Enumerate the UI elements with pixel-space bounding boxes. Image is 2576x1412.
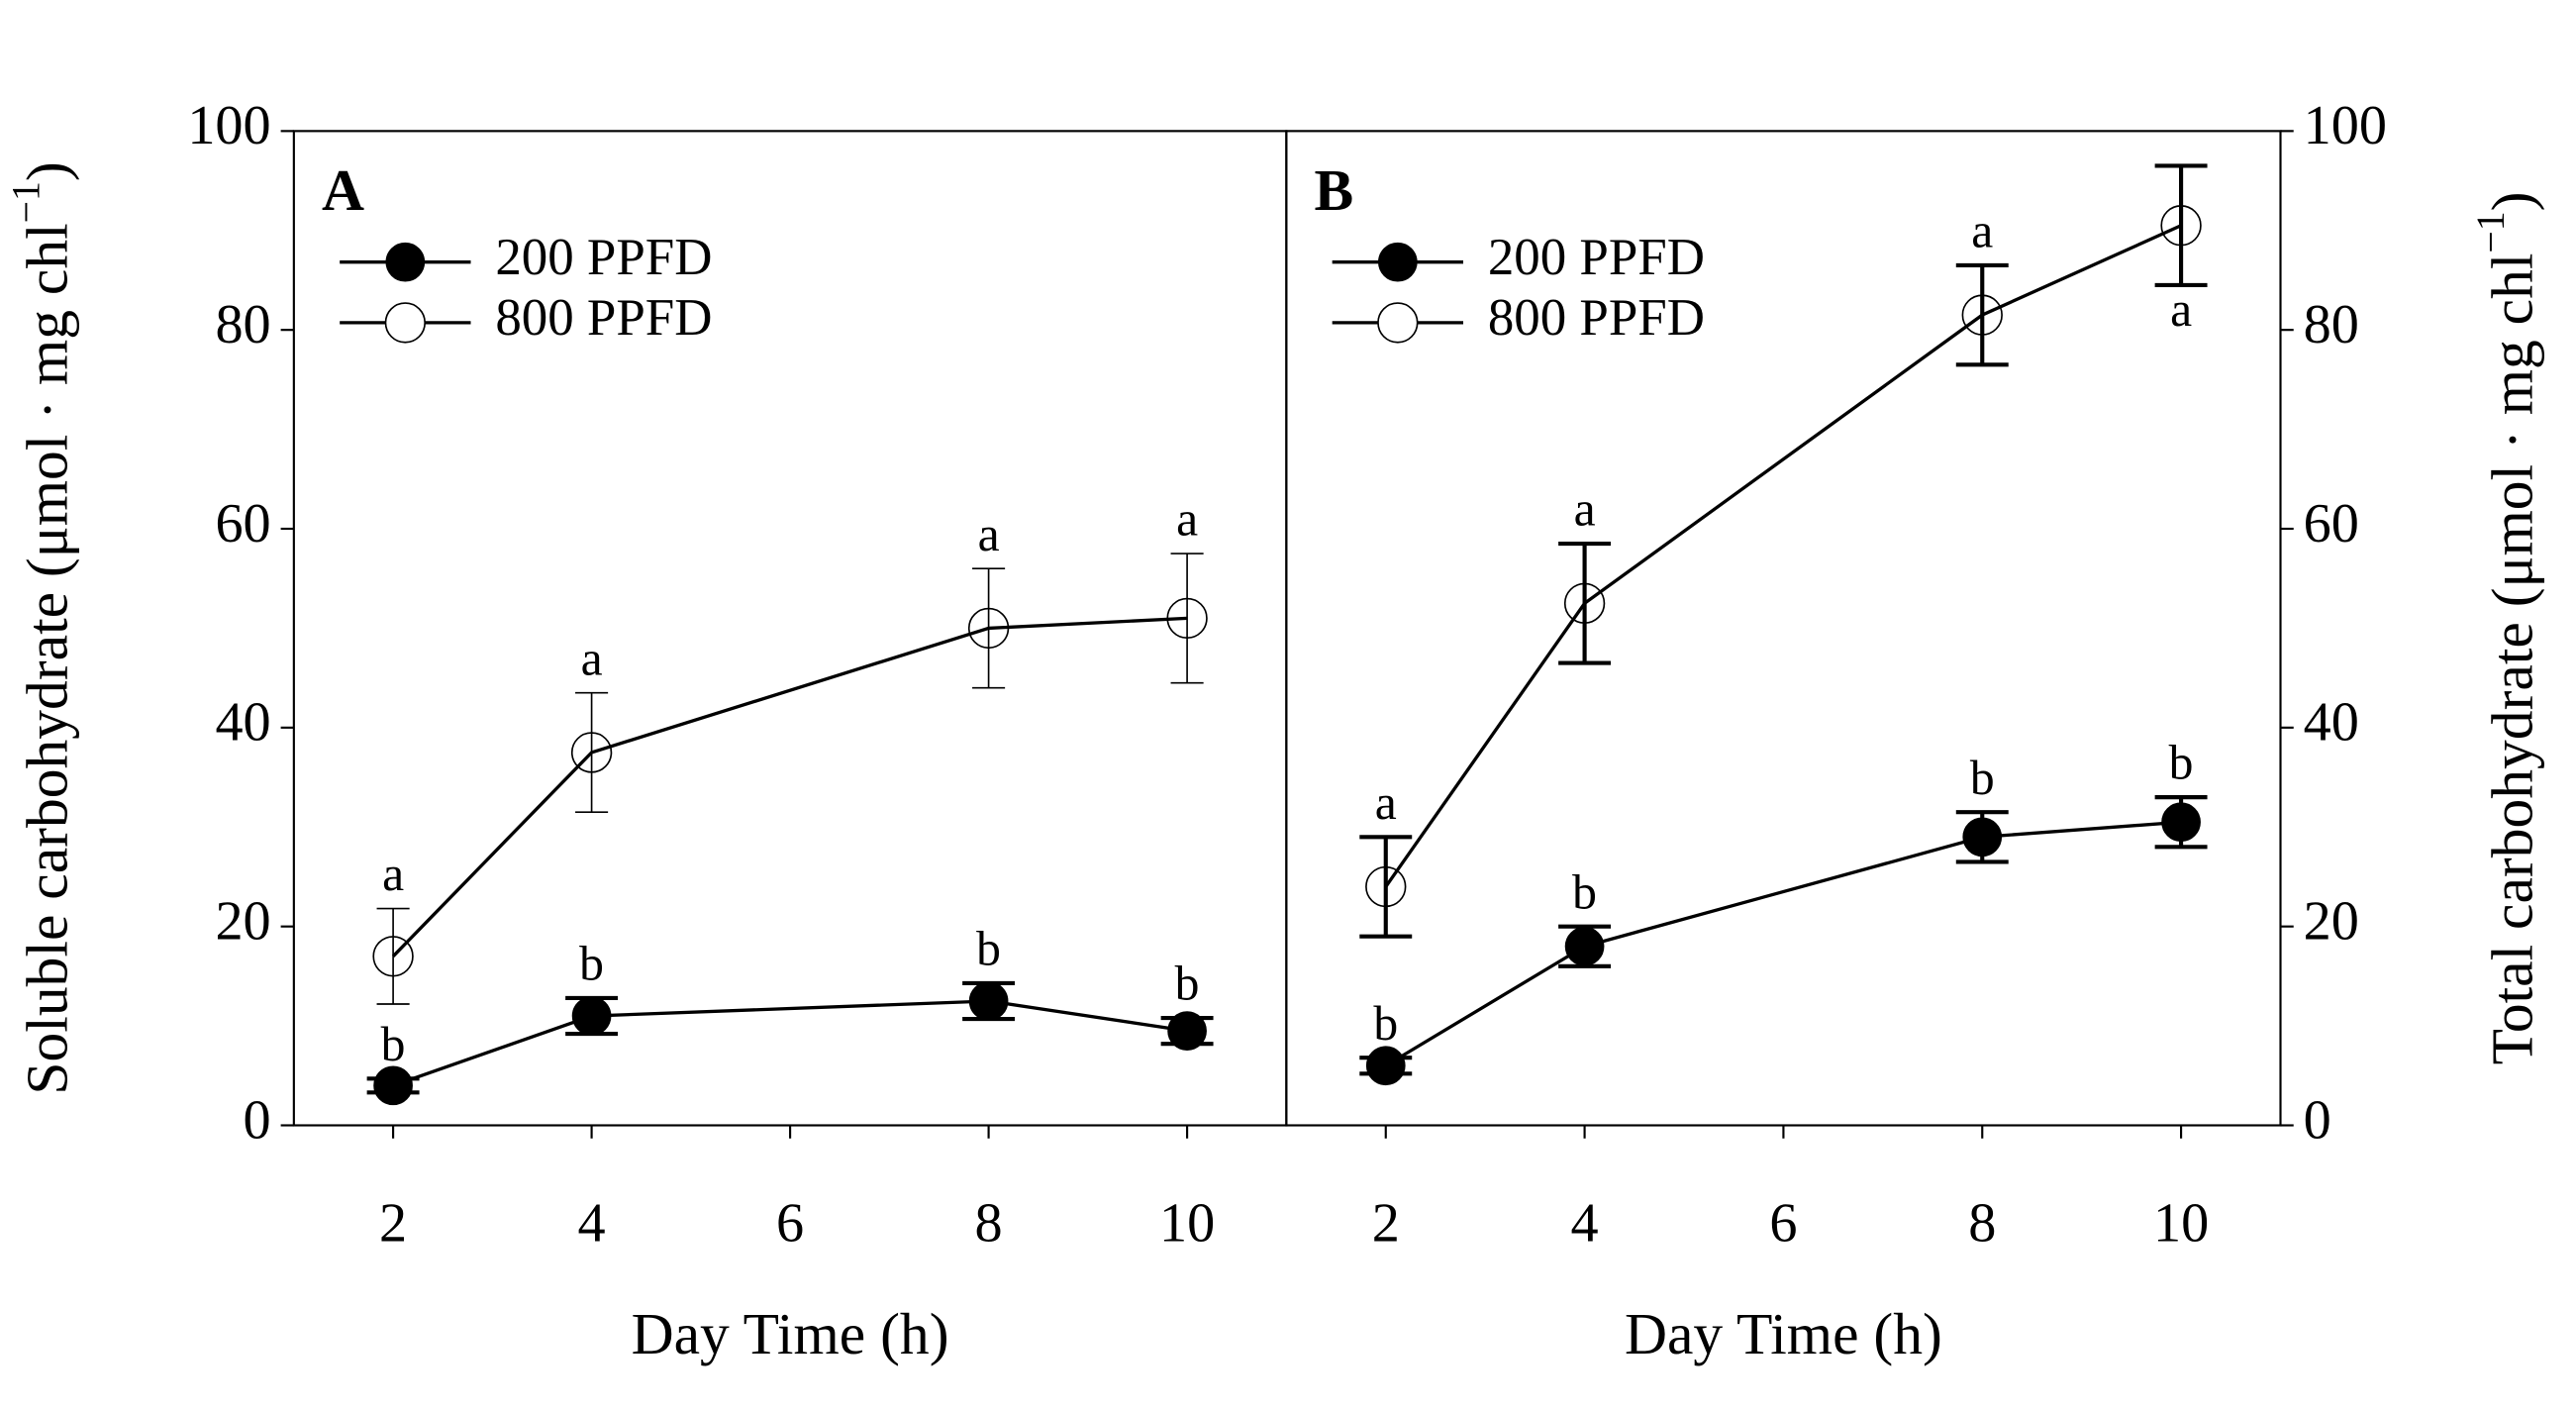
legend-marker [384, 302, 427, 344]
significance-letter: b [579, 937, 604, 991]
y-axis-title-main: Soluble carbohydrate (μmol · mg chl [14, 223, 79, 1094]
data-point [1167, 1011, 1207, 1051]
y-tick-label: 20 [2304, 891, 2359, 953]
data-point [372, 936, 414, 977]
data-point [2161, 802, 2201, 843]
error-bar [1359, 835, 1413, 939]
y-tick-label: 20 [215, 891, 270, 953]
error-bar [376, 907, 410, 1005]
significance-letter: a [1176, 492, 1198, 547]
data-point [1166, 597, 1208, 640]
y-tick-label: 60 [215, 493, 270, 555]
y-tick-label: 80 [215, 294, 270, 355]
data-point [1564, 926, 1605, 966]
series-line [1384, 224, 2182, 888]
panel-label: B [1314, 157, 1353, 223]
error-bar-line [376, 907, 410, 1005]
significance-letter: a [1971, 204, 1993, 258]
error-bar-line [1170, 553, 1204, 684]
significance-letter: a [581, 631, 603, 685]
legend-marker [1377, 242, 1418, 282]
y-axis-title-main: Total carbohydrate (μmol · mg chl [2479, 253, 2544, 1065]
y-tick-label: 80 [2304, 294, 2359, 355]
error-bar [2154, 163, 2208, 288]
data-point [1961, 294, 2003, 336]
x-axis-title: Day Time (h) [632, 1301, 949, 1366]
y-axis-title-close: ) [14, 161, 79, 181]
error-bar-line [1558, 542, 1612, 665]
legend-label: 800 PPFD [495, 289, 712, 347]
x-tick-label: 8 [975, 1193, 1003, 1255]
legend-marker [1377, 302, 1419, 344]
data-point [570, 732, 613, 773]
significance-letter: a [1375, 775, 1397, 830]
y-axis-title: Total carbohydrate (μmol · mg chl−1) [2469, 191, 2544, 1064]
legend-marker [385, 242, 426, 282]
error-bar-line [1955, 262, 2009, 367]
error-bar-line [1359, 835, 1413, 939]
significance-letter: b [2169, 736, 2194, 790]
data-point [1365, 865, 1407, 908]
y-tick-label: 60 [2304, 493, 2359, 555]
y-axis-title-superscript: −1 [2469, 211, 2513, 252]
x-tick-label: 6 [776, 1193, 804, 1255]
legend-label: 800 PPFD [1488, 289, 1705, 347]
data-point [1962, 817, 2003, 857]
plot-frame [292, 130, 1288, 1127]
x-tick-label: 8 [1968, 1193, 1996, 1255]
significance-letter: a [382, 847, 404, 901]
data-point [1563, 582, 1606, 624]
y-tick-label: 40 [2304, 692, 2359, 754]
y-tick-label: 100 [187, 95, 270, 156]
x-tick-label: 10 [1159, 1193, 1215, 1255]
y-axis-title: Soluble carbohydrate (μmol · mg chl−1) [5, 161, 80, 1094]
plot-frame [1285, 130, 2282, 1127]
significance-letter: a [2170, 282, 2192, 337]
series-line [391, 616, 1188, 958]
x-tick-label: 6 [1769, 1193, 1797, 1255]
series-line [392, 999, 1188, 1087]
x-tick-label: 4 [578, 1193, 606, 1255]
y-tick-label: 0 [2304, 1089, 2331, 1151]
y-tick-label: 0 [244, 1089, 271, 1151]
legend-label: 200 PPFD [1488, 229, 1705, 286]
data-point [373, 1065, 413, 1106]
data-point [571, 996, 612, 1036]
x-tick-label: 10 [2153, 1193, 2209, 1255]
data-point [1365, 1046, 1406, 1086]
y-axis-title-close: ) [2479, 191, 2544, 211]
error-bar-line [575, 691, 609, 814]
error-bar [972, 567, 1006, 689]
legend-label: 200 PPFD [495, 229, 712, 286]
x-tick-label: 2 [1372, 1193, 1400, 1255]
significance-letter: b [1373, 996, 1398, 1051]
significance-letter: b [1175, 957, 1200, 1011]
y-axis-title-superscript: −1 [5, 181, 49, 223]
data-point [2160, 205, 2202, 247]
error-bar [575, 691, 609, 814]
series-line [1384, 820, 2182, 1067]
panel-label: A [322, 157, 364, 223]
error-bar-line [972, 567, 1006, 689]
significance-letter: b [1572, 864, 1597, 919]
significance-letter: b [1970, 751, 1995, 805]
significance-letter: b [976, 922, 1001, 976]
data-point [968, 981, 1009, 1021]
error-bar [1955, 262, 2009, 367]
error-bar-line [2154, 163, 2208, 288]
data-point [967, 607, 1010, 650]
x-tick-label: 4 [1571, 1193, 1599, 1255]
y-tick-label: 40 [215, 692, 270, 754]
significance-letter: a [978, 507, 1000, 561]
x-axis-title: Day Time (h) [1625, 1301, 1942, 1366]
error-bar [1558, 542, 1612, 665]
significance-letter: a [1574, 482, 1596, 537]
x-tick-label: 2 [379, 1193, 407, 1255]
significance-letter: b [381, 1017, 406, 1071]
y-tick-label: 100 [2304, 95, 2387, 156]
error-bar [1170, 553, 1204, 684]
